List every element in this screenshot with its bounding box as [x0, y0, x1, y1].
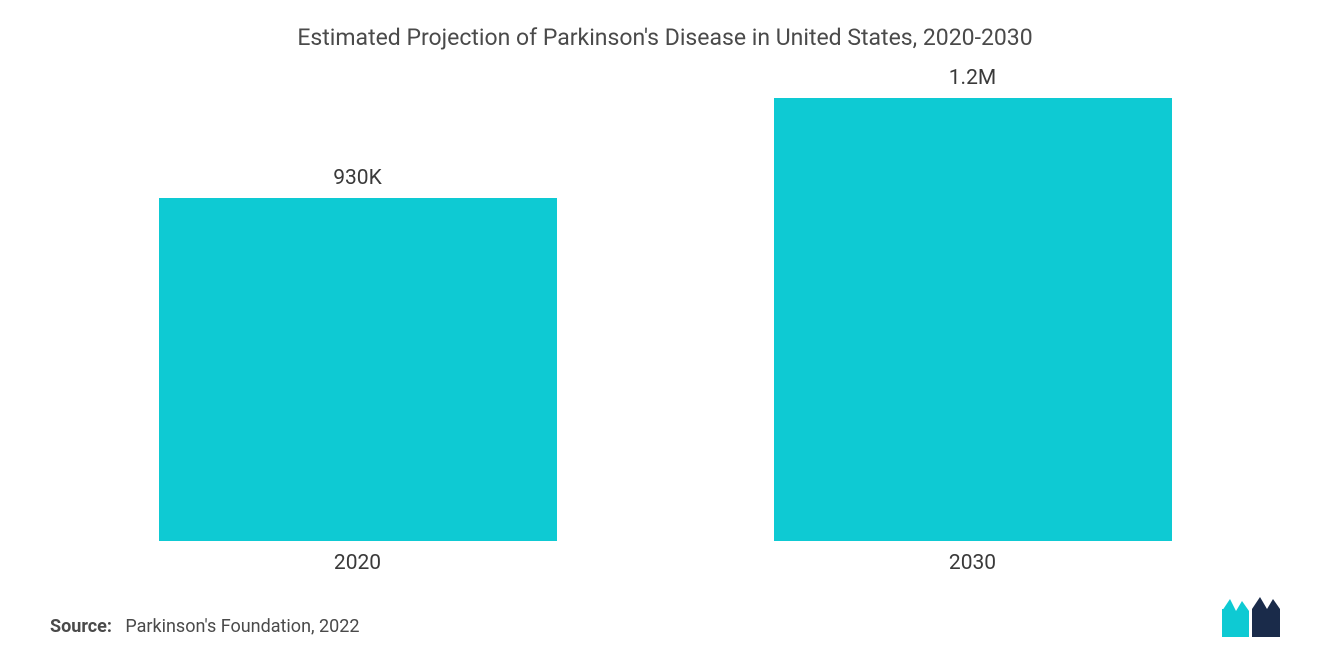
bar-category-label: 2030 [774, 541, 1172, 575]
bars-group: 930K2020 1.2M2030 [50, 61, 1280, 541]
chart-container: Estimated Projection of Parkinson's Dise… [0, 0, 1320, 665]
brand-logo [1222, 597, 1280, 637]
bar-value-label: 1.2M [949, 66, 996, 90]
bar-rect [159, 198, 557, 541]
bar-category-label: 2020 [159, 541, 557, 575]
source-line: Source: Parkinson's Foundation, 2022 [50, 616, 359, 637]
bar-value-label: 930K [333, 166, 382, 190]
source-text: Parkinson's Foundation, 2022 [125, 616, 359, 637]
chart-title: Estimated Projection of Parkinson's Dise… [50, 24, 1280, 51]
bar-2030: 1.2M2030 [774, 61, 1172, 541]
bar-rect [774, 98, 1172, 541]
chart-footer: Source: Parkinson's Foundation, 2022 [50, 597, 1280, 637]
source-prefix: Source: [50, 616, 112, 637]
brand-logo-icon [1222, 597, 1280, 637]
plot-area: 930K2020 1.2M2030 [50, 61, 1280, 541]
bar-2020: 930K2020 [159, 61, 557, 541]
